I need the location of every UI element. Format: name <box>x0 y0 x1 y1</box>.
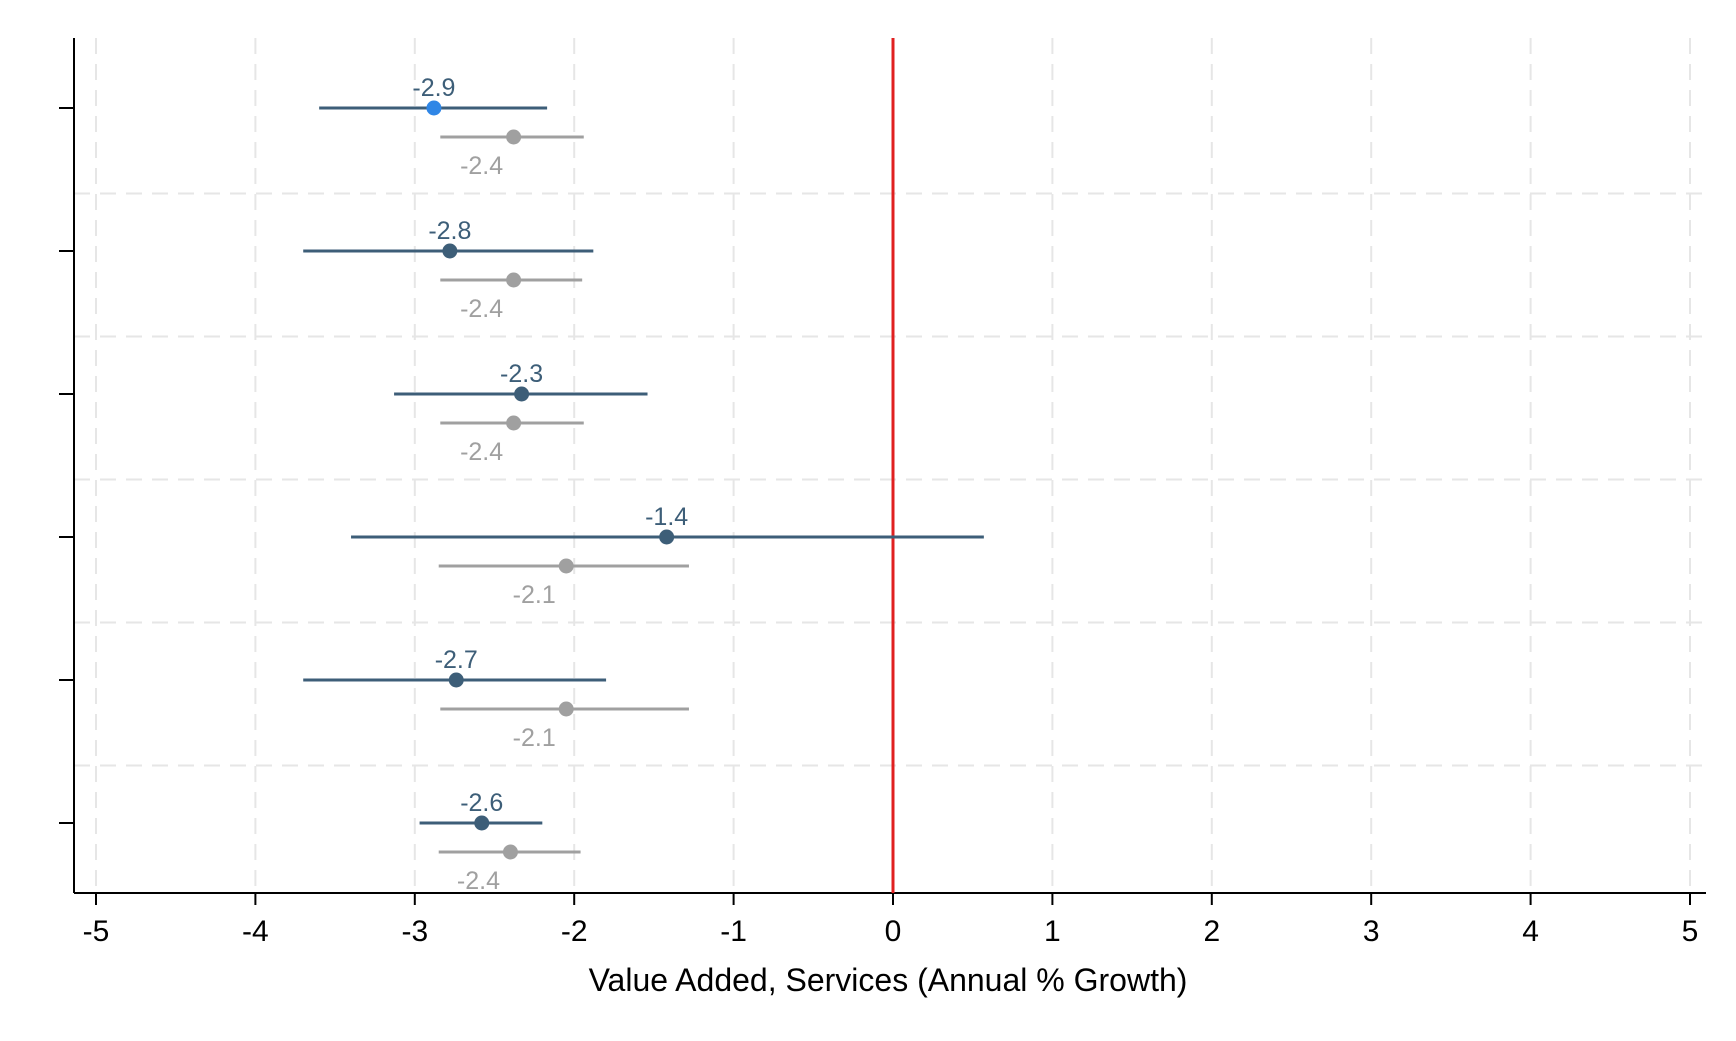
x-tick-label: 4 <box>1522 915 1539 948</box>
secondary-point <box>506 415 522 431</box>
secondary-value-label: -2.4 <box>460 152 503 180</box>
x-tick-label: 2 <box>1203 915 1220 948</box>
primary-value-label: -2.7 <box>435 646 478 674</box>
primary-point <box>474 815 490 831</box>
x-axis-title: Value Added, Services (Annual % Growth) <box>589 962 1188 998</box>
secondary-value-label: -2.4 <box>460 438 503 466</box>
axes: -5 -4 -3 -2 -1 0 1 2 3 4 5 <box>59 38 1706 948</box>
primary-value-label: -2.8 <box>428 217 471 245</box>
primary-point <box>659 529 675 545</box>
x-tick-label: -2 <box>561 915 588 948</box>
primary-point <box>448 672 464 688</box>
secondary-value-label: -2.4 <box>457 867 500 895</box>
secondary-point <box>506 129 522 145</box>
primary-point <box>514 386 530 402</box>
primary-point <box>442 243 458 259</box>
secondary-value-label: -2.1 <box>513 724 556 752</box>
x-tick-label: 5 <box>1682 915 1699 948</box>
x-tick-label: 0 <box>885 915 902 948</box>
x-tick-label: -3 <box>401 915 428 948</box>
primary-value-label: -1.4 <box>645 503 688 531</box>
primary-value-label: -2.9 <box>412 74 455 102</box>
x-tick-label: -1 <box>720 915 747 948</box>
secondary-value-label: -2.1 <box>513 581 556 609</box>
x-tick-label: 1 <box>1044 915 1061 948</box>
secondary-point <box>506 272 522 288</box>
secondary-value-label: -2.4 <box>460 295 503 323</box>
primary-value-label: -2.3 <box>500 360 543 388</box>
primary-point <box>426 100 442 116</box>
data-marks: -2.9 -2.4 -2.8 -2.4 -2.3 -2.4 -1.4 -2.1 -2.7 -2.1… <box>303 38 984 895</box>
x-tick-label: 3 <box>1363 915 1380 948</box>
secondary-point <box>558 701 574 717</box>
secondary-point <box>502 844 518 860</box>
secondary-point <box>558 558 574 574</box>
x-tick-label: -5 <box>83 915 110 948</box>
x-tick-label: -4 <box>242 915 269 948</box>
primary-value-label: -2.6 <box>460 789 503 817</box>
